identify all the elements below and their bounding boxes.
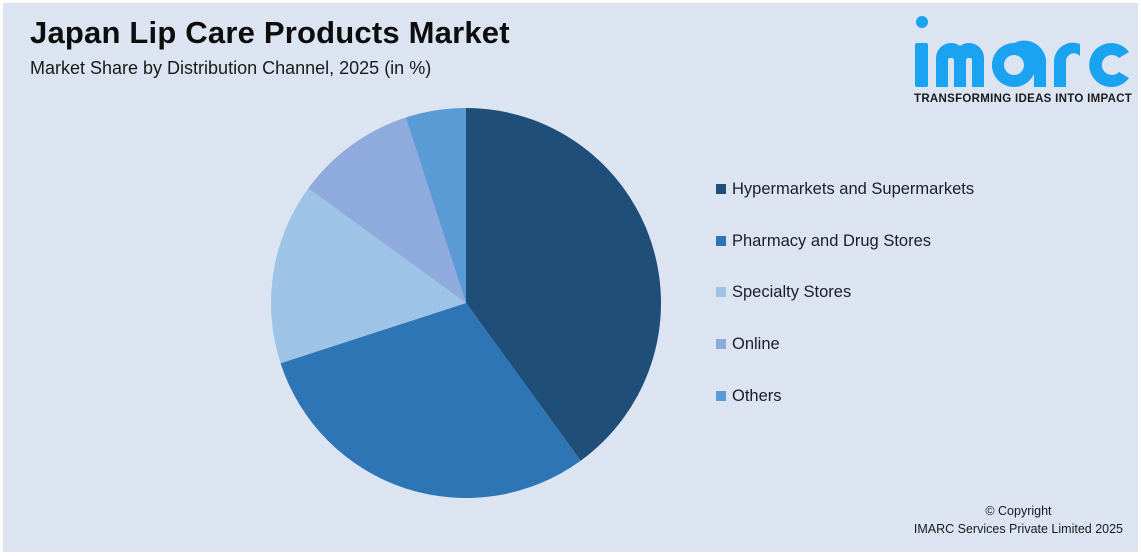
- pie-slice-hypermarkets: [466, 108, 662, 461]
- legend-swatch-icon: [716, 235, 726, 246]
- pie-slice-others: [405, 108, 466, 303]
- legend-item-online: Online: [716, 333, 974, 385]
- pie-chart: [270, 108, 662, 499]
- legend-swatch-icon: [716, 287, 726, 298]
- legend-swatch-icon: [716, 390, 726, 401]
- copyright-notice: © Copyright IMARC Services Private Limit…: [914, 502, 1123, 538]
- legend-label: Pharmacy and Drug Stores: [732, 231, 932, 250]
- copyright-line-2: IMARC Services Private Limited 2025: [913, 522, 1123, 536]
- imarc-wordmark-icon: [915, 16, 1129, 87]
- legend-label: Online: [732, 335, 780, 354]
- legend-item-others: Others: [716, 385, 974, 437]
- chart-legend: Hypermarkets and Supermarkets Pharmacy a…: [716, 178, 974, 436]
- copyright-line-1: © Copyright: [985, 504, 1052, 518]
- pie-slice-specialty: [270, 188, 466, 364]
- pie-slice-pharmacy: [280, 303, 581, 499]
- legend-label: Hypermarkets and Supermarkets: [732, 180, 975, 198]
- legend-label: Others: [732, 386, 782, 405]
- legend-item-pharmacy: Pharmacy and Drug Stores: [716, 230, 974, 282]
- legend-item-specialty: Specialty Stores: [716, 281, 974, 333]
- legend-swatch-icon: [716, 184, 726, 194]
- legend-label: Specialty Stores: [732, 283, 852, 302]
- legend-item-hypermarkets: Hypermarkets and Supermarkets: [716, 178, 974, 230]
- imarc-logo: [912, 12, 1134, 112]
- chart-subtitle: Market Share by Distribution Channel, 20…: [30, 58, 432, 78]
- page-title: Japan Lip Care Products Market: [30, 15, 510, 50]
- legend-swatch-icon: [716, 339, 726, 350]
- logo-tagline: TRANSFORMING IDEAS INTO IMPACT: [914, 93, 1133, 105]
- pie-slice-online: [308, 117, 466, 303]
